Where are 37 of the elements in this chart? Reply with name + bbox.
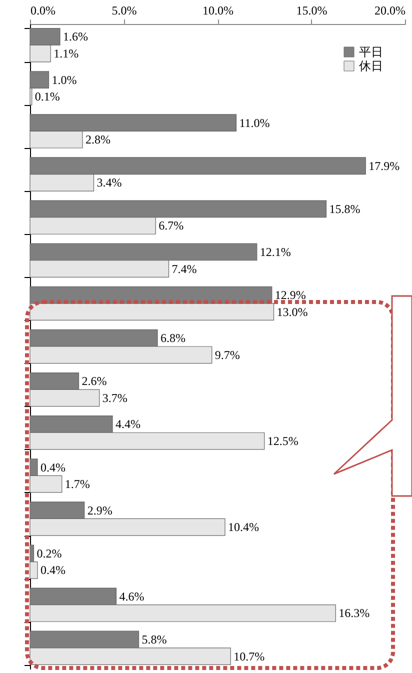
- data-label: 0.1%: [34, 90, 60, 104]
- data-label: 4.6%: [119, 589, 144, 604]
- x-tick-label: 5.0%: [112, 4, 137, 18]
- data-label: 3.7%: [102, 390, 128, 405]
- data-label: 12.9%: [274, 288, 306, 302]
- legend-label: 休日: [359, 59, 383, 73]
- data-label: 2.9%: [87, 503, 112, 518]
- data-label: 16.3%: [338, 606, 370, 620]
- data-label: 1.7%: [64, 477, 90, 492]
- data-label: 2.6%: [82, 374, 107, 388]
- data-label: 6.8%: [160, 331, 186, 346]
- x-tick-label: 10.0%: [202, 4, 234, 18]
- data-label: 2.8%: [86, 132, 110, 147]
- x-tick-label: 20.0%: [374, 4, 406, 18]
- data-label: 12.1%: [260, 244, 291, 259]
- data-label: 12.5%: [267, 434, 298, 448]
- data-label: 7.4%: [172, 262, 197, 276]
- x-tick-label: 15.0%: [296, 4, 328, 18]
- data-label: 3.4%: [96, 176, 122, 190]
- data-label: 9.7%: [214, 348, 240, 362]
- data-label: 1.1%: [54, 46, 79, 60]
- data-label: 0.4%: [40, 563, 66, 578]
- data-label: 17.9%: [368, 158, 400, 173]
- data-label: 0.2%: [36, 546, 62, 560]
- data-label: 6.7%: [158, 218, 184, 233]
- data-label: 0.4%: [40, 460, 66, 474]
- data-label: 13.0%: [276, 304, 308, 319]
- x-tick-label: 0.0%: [30, 4, 56, 18]
- data-label: 10.4%: [228, 520, 259, 534]
- legend-label: 平日: [359, 45, 383, 59]
- data-label: 1.0%: [52, 72, 77, 87]
- data-label: 1.6%: [63, 30, 88, 44]
- data-label: 10.7%: [234, 649, 265, 664]
- data-label: 15.8%: [329, 202, 360, 216]
- data-label: 4.4%: [116, 417, 140, 432]
- data-label: 11.0%: [239, 116, 270, 130]
- data-label: 5.8%: [142, 632, 167, 647]
